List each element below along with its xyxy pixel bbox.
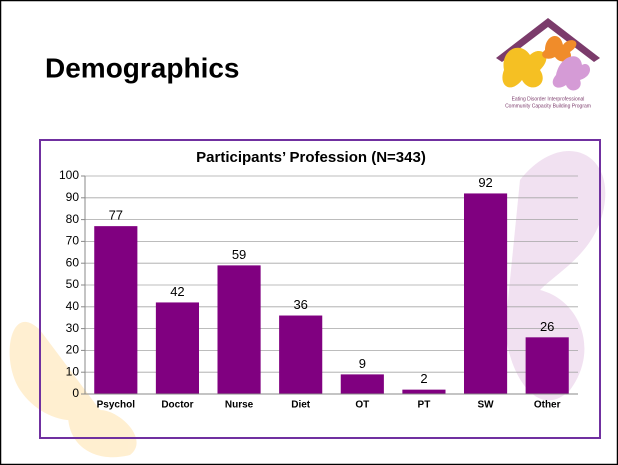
bar xyxy=(94,226,137,394)
y-tick-label: 80 xyxy=(66,212,80,226)
chart-title: Participants’ Profession (N=343) xyxy=(196,149,426,166)
value-label: 26 xyxy=(540,319,554,334)
y-tick-label: 50 xyxy=(66,277,80,291)
y-tick-label: 40 xyxy=(66,299,80,313)
slide-title: Demographics xyxy=(45,52,240,83)
value-label: 59 xyxy=(232,247,246,262)
page: {"header": {"title": "Demographics", "lo… xyxy=(0,0,618,465)
value-label: 36 xyxy=(293,297,307,312)
x-tick-label: PT xyxy=(418,400,431,411)
logo-text: Eating Disorder Interprofessional xyxy=(512,96,585,102)
y-tick-label: 100 xyxy=(59,168,79,182)
value-label: 77 xyxy=(109,208,123,223)
x-tick-label: Psychol xyxy=(97,400,136,411)
y-tick-label: 20 xyxy=(66,343,80,357)
bar xyxy=(217,265,260,394)
y-tick-label: 10 xyxy=(66,364,80,378)
bar xyxy=(156,302,199,394)
slide: Demographics Eating Disorder Interprofes… xyxy=(0,0,618,465)
value-label: 42 xyxy=(170,284,184,299)
x-tick-label: Nurse xyxy=(225,400,254,411)
y-tick-label: 0 xyxy=(72,386,79,400)
value-label: 9 xyxy=(359,356,366,371)
value-label: 92 xyxy=(478,175,492,190)
x-tick-label: Doctor xyxy=(161,400,193,411)
x-tick-label: Other xyxy=(534,400,561,411)
y-tick-label: 60 xyxy=(66,255,80,269)
x-tick-label: OT xyxy=(355,400,369,411)
bar xyxy=(526,337,569,394)
y-tick-label: 70 xyxy=(66,234,80,248)
y-tick-label: 90 xyxy=(66,190,80,204)
logo-text: Community Capacity Building Program xyxy=(505,103,591,109)
value-label: 2 xyxy=(420,371,427,386)
bar xyxy=(279,316,322,394)
x-tick-label: Diet xyxy=(291,400,311,411)
x-tick-label: SW xyxy=(478,400,495,411)
y-tick-label: 30 xyxy=(66,321,80,335)
bar xyxy=(402,390,445,394)
bar xyxy=(464,193,507,394)
bar xyxy=(341,374,384,394)
